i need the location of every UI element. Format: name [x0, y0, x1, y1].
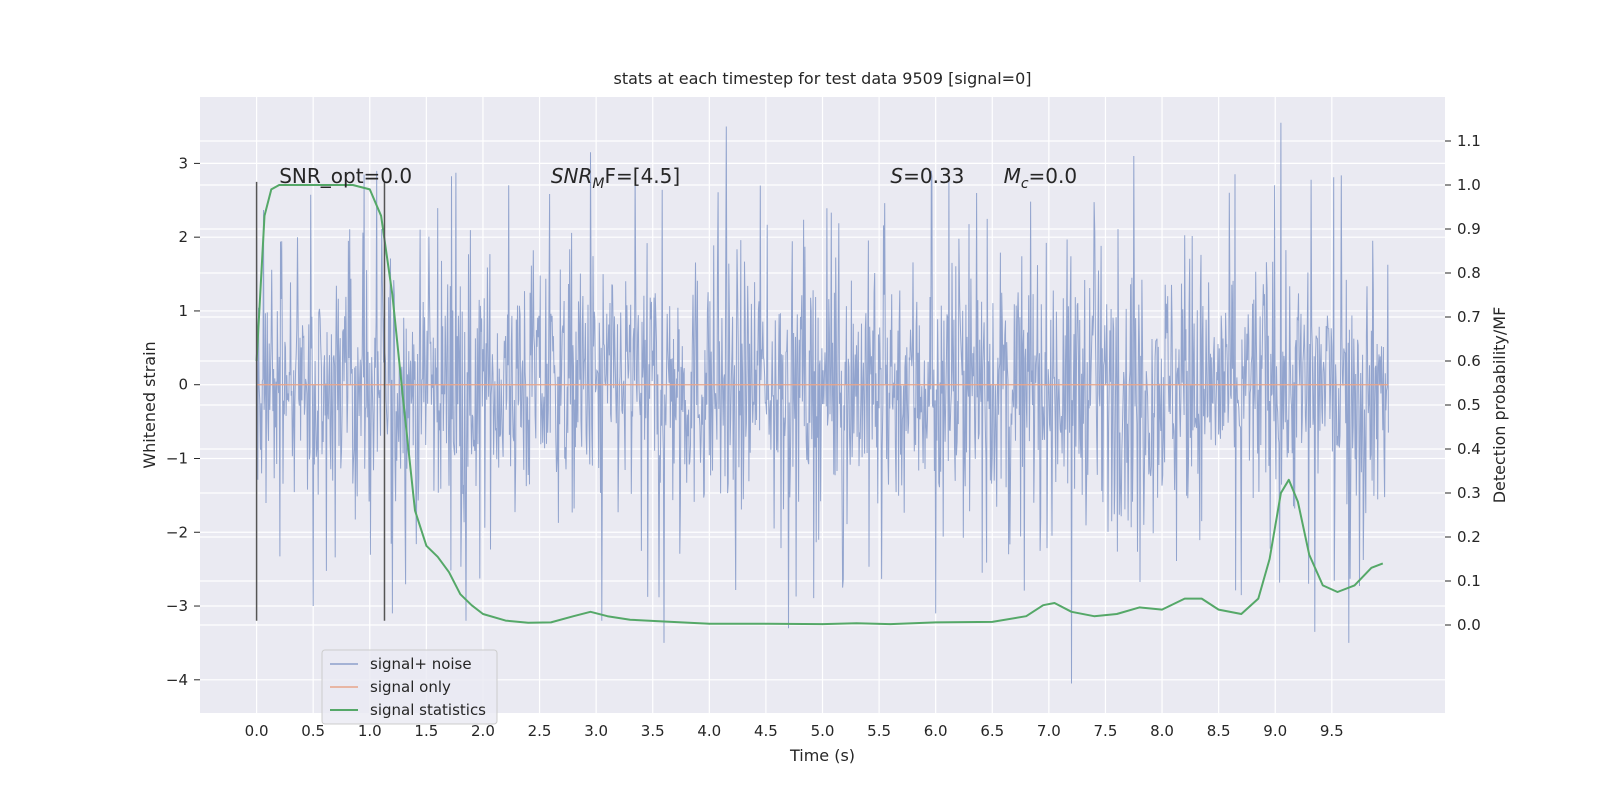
y-tick-label: 3 — [178, 154, 188, 172]
legend-label: signal only — [370, 678, 451, 696]
snr-mf-annotation: SNRMF=[4.5] — [551, 164, 680, 192]
x-tick-label: 6.0 — [924, 722, 948, 740]
x-tick-label: 7.0 — [1037, 722, 1061, 740]
x-tick-label: 6.5 — [980, 722, 1004, 740]
x-tick-label: 5.0 — [811, 722, 835, 740]
series-signal-plus-noise — [256, 122, 1389, 684]
y-tick-label: 0 — [178, 376, 188, 394]
x-tick-label: 9.0 — [1263, 722, 1287, 740]
y-tick-label: −3 — [166, 597, 188, 615]
snr-opt-annotation: SNR_opt=0.0 — [279, 164, 412, 188]
y-tick-label: −4 — [166, 671, 188, 689]
y-right-tick-label: 1.0 — [1457, 176, 1481, 194]
y-right-tick-label: 0.3 — [1457, 484, 1481, 502]
s-value: =0.33 — [903, 164, 964, 188]
y-right-tick-label: 0.8 — [1457, 264, 1481, 282]
x-tick-label: 0.5 — [301, 722, 325, 740]
x-tick-label: 0.0 — [245, 722, 269, 740]
y-axis-label: Whitened strain — [140, 341, 159, 468]
x-tick-label: 5.5 — [867, 722, 891, 740]
x-axis-label: Time (s) — [789, 746, 855, 765]
x-tick-label: 2.0 — [471, 722, 495, 740]
mc-annotation: Mc=0.0 — [1004, 164, 1078, 192]
snr-mf-value: F=[4.5] — [605, 164, 681, 188]
chart-title: stats at each timestep for test data 950… — [613, 69, 1031, 88]
y-right-tick-label: 0.0 — [1457, 616, 1481, 634]
legend-label: signal+ noise — [370, 655, 472, 673]
y-right-tick-label: 0.5 — [1457, 396, 1481, 414]
y-right-tick-label: 0.2 — [1457, 528, 1481, 546]
x-tick-label: 9.5 — [1320, 722, 1344, 740]
x-tick-label: 8.0 — [1150, 722, 1174, 740]
y-tick-label: −1 — [166, 449, 188, 467]
x-tick-label: 2.5 — [528, 722, 552, 740]
y-right-tick-label: 1.1 — [1457, 132, 1481, 150]
x-tick-label: 1.0 — [358, 722, 382, 740]
y-axis-right-label: Detection probability/MF — [1490, 307, 1509, 504]
x-tick-label: 3.0 — [584, 722, 608, 740]
mc-value: =0.0 — [1029, 164, 1078, 188]
series-signal-statistics — [255, 184, 1384, 626]
y-tick-label: 1 — [178, 302, 188, 320]
mc-main: M — [1004, 164, 1021, 188]
y-right-tick-label: 0.9 — [1457, 220, 1481, 238]
x-tick-label: 3.5 — [641, 722, 665, 740]
legend: signal+ noise signal only signal statistic… — [321, 649, 498, 725]
legend-box — [321, 649, 498, 725]
x-tick-label: 4.5 — [754, 722, 778, 740]
x-tick-label: 7.5 — [1094, 722, 1118, 740]
y-tick-label: −2 — [166, 523, 188, 541]
y-right-tick-label: 0.7 — [1457, 308, 1481, 326]
y-tick-label: 2 — [178, 228, 188, 246]
x-tick-label: 8.5 — [1207, 722, 1231, 740]
x-tick-label: 4.0 — [697, 722, 721, 740]
y-right-tick-label: 0.4 — [1457, 440, 1481, 458]
snr-mf-subscript: M — [592, 176, 604, 192]
s-main: S — [890, 164, 903, 188]
s-annotation: S=0.33 — [890, 164, 964, 188]
snr-mf-main: SNR — [551, 164, 593, 188]
legend-label: signal statistics — [370, 701, 486, 719]
x-tick-label: 1.5 — [414, 722, 438, 740]
y-right-tick-label: 0.6 — [1457, 352, 1481, 370]
y-right-tick-label: 0.1 — [1457, 572, 1481, 590]
mc-subscript: c — [1021, 176, 1029, 192]
